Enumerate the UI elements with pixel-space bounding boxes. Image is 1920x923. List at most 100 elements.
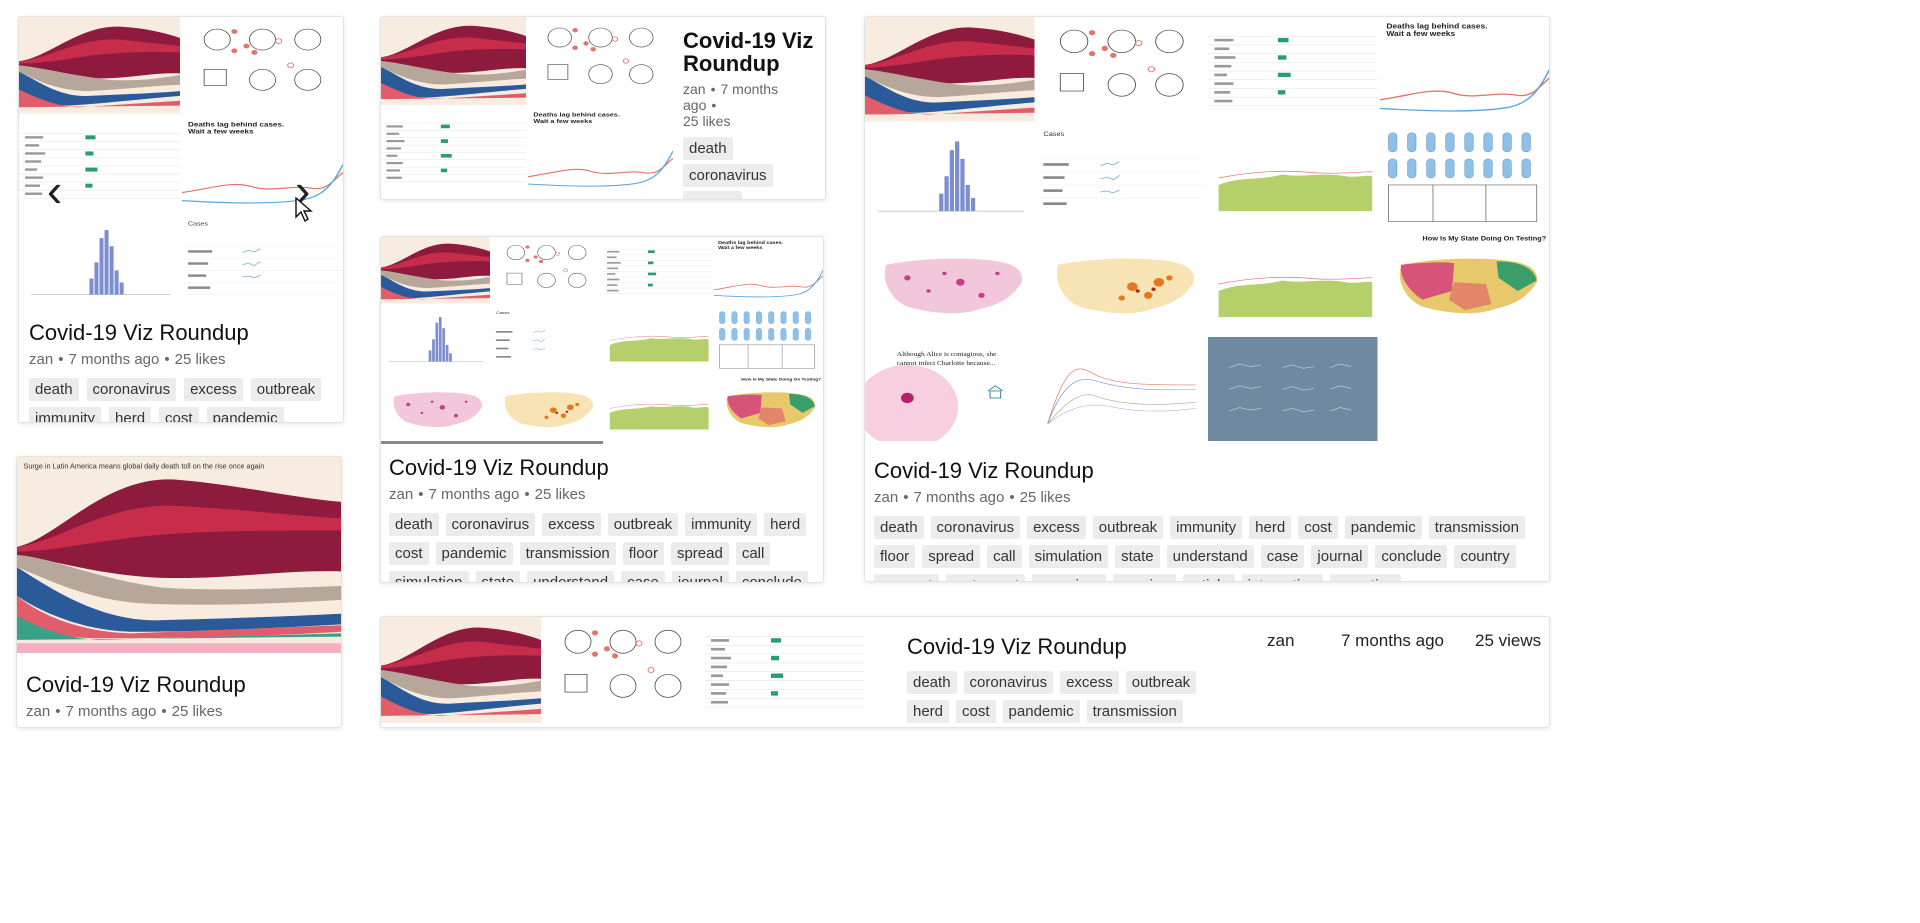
tag[interactable]: cost [159, 407, 199, 422]
tag[interactable]: understand [1166, 545, 1254, 569]
tag[interactable]: coronavirus [930, 516, 1021, 540]
like-count: 25 likes [1019, 489, 1071, 507]
tag[interactable]: outbreak [250, 378, 322, 402]
tag[interactable]: coronavirus [683, 164, 773, 188]
author[interactable]: zan [1267, 631, 1295, 650]
card-thumbnail-grid[interactable] [381, 237, 823, 441]
thumb-mask-map [381, 374, 490, 441]
tag[interactable]: caregiver [1032, 574, 1106, 581]
tag[interactable]: cost [389, 542, 429, 566]
tag[interactable]: conclude [735, 571, 808, 582]
tag[interactable]: journal [1311, 545, 1369, 569]
roundup-card-1[interactable]: ‹ › Covid-19 Viz Roundup zan • 7 months ag… [18, 16, 344, 423]
thumb-data-table [381, 107, 526, 195]
tag[interactable]: herd [764, 513, 807, 537]
tag[interactable]: call [735, 542, 771, 566]
tag-list: death coronavirus excess outbreak immuni… [874, 516, 1539, 581]
tag[interactable]: outbreak [607, 513, 679, 537]
tag[interactable]: pandemic [1002, 700, 1080, 724]
tag[interactable]: excess [683, 191, 742, 199]
tag[interactable]: vaccine [1112, 574, 1176, 581]
tag[interactable]: coronavirus [445, 513, 536, 537]
card-thumbnail-grid[interactable] [381, 617, 865, 723]
carousel-progress-bar [381, 441, 603, 444]
tag[interactable]: outbreak [1125, 671, 1197, 695]
roundup-card-5[interactable]: Covid-19 Viz Roundup zan • 7 months ago • 25… [864, 16, 1550, 582]
tag[interactable]: pandemic [435, 542, 513, 566]
tag[interactable]: cost [956, 700, 996, 724]
thumb-seat-layout [1380, 124, 1550, 229]
tag[interactable]: coronavirus [963, 671, 1054, 695]
tag[interactable]: transmission [1428, 516, 1525, 540]
tag[interactable]: journal [671, 571, 729, 582]
author[interactable]: zan [26, 703, 51, 721]
card-title[interactable]: Covid-19 Viz Roundup [29, 320, 249, 345]
card-title[interactable]: Covid-19 Viz Roundup [907, 634, 1127, 659]
tag[interactable]: excess [542, 513, 601, 537]
tag[interactable]: reporting [1329, 574, 1402, 581]
tag[interactable]: call [987, 545, 1022, 569]
tag[interactable]: transmission [519, 542, 616, 566]
tag[interactable]: case [1260, 545, 1305, 569]
tag[interactable]: herd [907, 700, 950, 724]
tag[interactable]: simulation [1028, 545, 1109, 569]
tag[interactable]: simulation [389, 571, 469, 582]
tag[interactable]: article [1182, 574, 1235, 581]
tag[interactable]: herd [109, 407, 152, 422]
card-thumbnail-grid[interactable] [381, 17, 673, 195]
tag[interactable]: country [1454, 545, 1516, 569]
tag[interactable]: floor [622, 542, 664, 566]
tag[interactable]: immunity [29, 407, 102, 422]
tag-list: death coronavirus excess outbreak immuni… [29, 378, 333, 422]
roundup-card-3[interactable]: Covid-19 Viz Roundup zan • 7 months ago • 25… [380, 16, 826, 200]
chevron-left-icon[interactable]: ‹ [47, 164, 63, 216]
tag[interactable]: case [621, 571, 665, 582]
thumb-bar-histogram [865, 124, 1035, 229]
card-title[interactable]: Covid-19 Viz Roundup [389, 455, 609, 480]
card-title[interactable]: Covid-19 Viz Roundup [26, 672, 246, 697]
tag[interactable]: conclude [1375, 545, 1448, 569]
card-title[interactable]: Covid-19 Viz Roundup [874, 458, 1094, 483]
author[interactable]: zan [874, 489, 899, 507]
tag[interactable]: death [907, 671, 957, 695]
tag[interactable]: excess [1027, 516, 1086, 540]
tag[interactable]: spread [670, 542, 729, 566]
tag[interactable]: interaction [1241, 574, 1323, 581]
tag[interactable]: spread [922, 545, 981, 569]
tag[interactable]: state [1115, 545, 1160, 569]
tag[interactable]: transmission [1086, 700, 1183, 724]
tag[interactable]: state [475, 571, 521, 582]
roundup-card-4[interactable]: Covid-19 Viz Roundup zan • 7 months ago • 25… [380, 236, 824, 583]
author[interactable]: zan [683, 81, 706, 98]
tag[interactable]: restaurant [945, 574, 1026, 581]
tag[interactable]: pandemic [206, 407, 284, 422]
tag[interactable]: death [683, 137, 733, 161]
tag[interactable]: death [389, 513, 439, 537]
tag[interactable]: excess [1060, 671, 1119, 695]
thumb-stream-chart [865, 17, 1035, 122]
tag[interactable]: death [29, 378, 79, 402]
tag[interactable]: immunity [685, 513, 758, 537]
roundup-card-2[interactable]: Covid-19 Viz Roundup zan • 7 months ago • 25… [16, 456, 342, 728]
thumb-table-seating [1037, 17, 1207, 122]
thumb-data-table [19, 116, 180, 213]
card-title[interactable]: Covid-19 Viz Roundup [683, 28, 814, 77]
thumb-stream-chart-large[interactable] [17, 457, 341, 653]
tag[interactable]: understand [527, 571, 615, 582]
tag[interactable]: cost [1298, 516, 1338, 540]
roundup-card-6[interactable]: Covid-19 Viz Roundup death coronavirus e… [380, 616, 1550, 728]
card-thumbnail-grid[interactable] [19, 17, 343, 311]
tag[interactable]: coronavirus [86, 378, 177, 402]
card-thumbnail-grid[interactable] [865, 17, 1549, 441]
tag[interactable]: death [874, 516, 924, 540]
tag[interactable]: floor [874, 545, 916, 569]
tag[interactable]: concept [874, 574, 939, 581]
author[interactable]: zan [29, 351, 54, 369]
tag[interactable]: outbreak [1092, 516, 1164, 540]
tag[interactable]: herd [1249, 516, 1292, 540]
thumb-cases-table [492, 306, 601, 373]
author[interactable]: zan [389, 486, 414, 504]
tag[interactable]: pandemic [1344, 516, 1422, 540]
tag[interactable]: excess [184, 378, 243, 402]
tag[interactable]: immunity [1170, 516, 1243, 540]
